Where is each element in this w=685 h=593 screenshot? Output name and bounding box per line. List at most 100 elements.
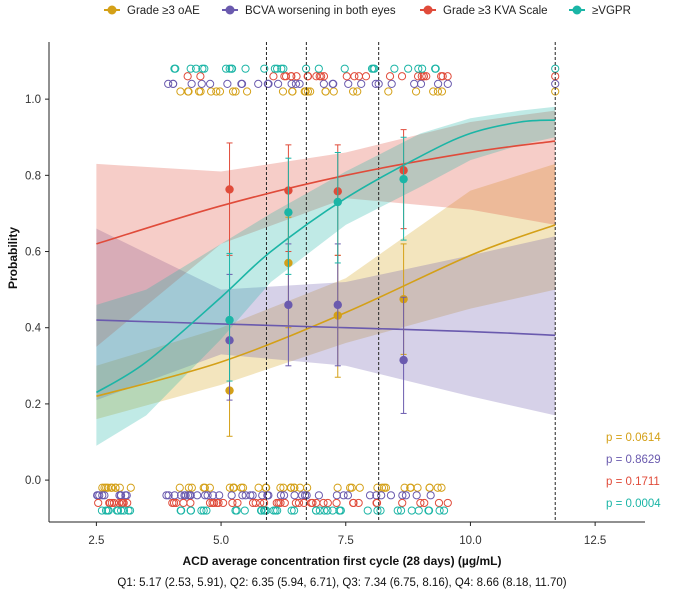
legend-label-vgpr: ≥VGPR <box>592 5 631 17</box>
rug-top-oae <box>349 87 358 96</box>
rug-bottom-vgpr <box>396 506 406 515</box>
rug-top-kva <box>438 72 447 81</box>
y-tick-label-5: 1.0 <box>25 94 41 106</box>
rug-bottom-bcva <box>339 491 348 500</box>
rug-top-bcva <box>187 79 196 89</box>
rug-top-kva <box>319 72 329 81</box>
rug-bottom-vgpr <box>439 506 449 515</box>
y-axis-title: Probability <box>6 227 20 289</box>
legend-label-kva: Grade ≥3 KVA Scale <box>443 5 548 17</box>
rug-top-oae <box>231 87 240 96</box>
rug-top-vgpr <box>279 64 288 73</box>
y-tick-label-0: 0.0 <box>25 475 41 487</box>
rug-bottom-oae <box>433 483 442 492</box>
rug-bottom-vgpr <box>177 506 186 515</box>
rug-top-vgpr <box>370 64 379 73</box>
rug-top-bcva <box>410 79 419 89</box>
rug-bottom-vgpr <box>315 506 324 515</box>
rug-top-bcva <box>434 79 443 89</box>
rug-top-vgpr <box>418 64 427 73</box>
rug-top-oae <box>242 87 252 96</box>
rug-bottom-oae <box>286 483 296 492</box>
rug-top-oae <box>212 87 221 96</box>
rug-bottom-kva <box>186 498 195 508</box>
rug-top-oae <box>288 87 297 96</box>
rug-top-oae <box>411 87 421 96</box>
rug-top-oae <box>228 87 238 96</box>
rug-top-kva <box>317 72 326 81</box>
rug-top-bcva <box>387 79 396 89</box>
x-tick-label-1: 5.0 <box>213 535 229 547</box>
rug-top-vgpr <box>367 64 377 73</box>
rug-top-vgpr <box>272 64 282 73</box>
rug-bottom-oae <box>238 483 248 492</box>
x-tick-label-3: 10.0 <box>459 535 481 547</box>
rug-bottom-kva <box>398 498 407 508</box>
rug-top-kva <box>385 72 395 81</box>
rug-bottom-bcva <box>314 491 323 500</box>
rug-top-kva <box>397 72 407 81</box>
rug-bottom-vgpr <box>414 506 423 515</box>
rug-bottom-kva <box>123 498 132 508</box>
rug-top-bcva <box>206 79 215 89</box>
rug-bottom-oae <box>225 483 234 492</box>
rug-bottom-vgpr <box>199 506 208 515</box>
rug-bottom-oae <box>303 483 312 492</box>
rug-top-oae <box>176 87 185 96</box>
rug-top-vgpr <box>414 64 423 73</box>
fit-line-bcva <box>96 319 556 337</box>
rug-bottom-vgpr <box>393 506 402 515</box>
rug-top-bcva <box>371 79 380 89</box>
rug-bottom-bcva <box>246 491 255 500</box>
rug-bottom-kva <box>291 498 301 508</box>
rug-top-kva <box>280 72 289 81</box>
legend-item-vgpr: ≥VGPR <box>569 5 631 17</box>
rug-bottom-bcva <box>258 491 267 500</box>
rug-bottom-vgpr <box>97 506 107 515</box>
legend-item-bcva: BCVA worsening in both eyes <box>222 5 396 17</box>
rug-top-kva <box>269 72 278 81</box>
rug-bottom-bcva <box>332 491 341 500</box>
rug-top-oae <box>215 87 225 96</box>
rug-top-vgpr <box>340 64 349 73</box>
rug-top-bcva <box>197 79 206 89</box>
rug-top-vgpr <box>277 64 286 73</box>
p-value-vgpr: p = 0.0004 <box>606 498 661 510</box>
rug-bottom-oae <box>205 483 214 492</box>
rug-bottom-vgpr <box>424 506 434 515</box>
rug-bottom-kva <box>319 498 328 508</box>
rug-top-vgpr <box>221 64 231 73</box>
y-tick-label-2: 0.4 <box>25 323 42 335</box>
rug-bottom-oae <box>380 483 389 492</box>
rug-bottom-kva <box>179 498 188 508</box>
rug-bottom-vgpr <box>116 506 126 515</box>
rug-points <box>93 64 560 515</box>
rug-top-vgpr <box>260 64 269 73</box>
rug-top-oae <box>300 87 309 96</box>
rug-bottom-vgpr <box>197 506 206 515</box>
fit-line-kva <box>96 140 556 245</box>
p-value-oae: p = 0.0614 <box>606 432 661 444</box>
rug-bottom-vgpr <box>186 506 195 515</box>
legend: Grade ≥3 oAE BCVA worsening in both eyes… <box>104 5 631 17</box>
rug-top-bcva <box>223 79 232 89</box>
rug-bottom-bcva <box>95 491 104 500</box>
x-tick-label-4: 12.5 <box>584 535 606 547</box>
x-axis-title: ACD average concentration first cycle (2… <box>182 554 501 568</box>
legend-marker-oae <box>107 5 117 15</box>
rug-bottom-vgpr <box>103 506 112 515</box>
rug-top-kva <box>292 72 301 81</box>
rug-bottom-bcva <box>203 491 212 500</box>
rug-bottom-kva <box>94 498 103 508</box>
rug-bottom-oae <box>261 483 270 492</box>
point-bcva-q3 <box>333 300 342 310</box>
rug-bottom-bcva <box>121 491 130 500</box>
rug-top-bcva <box>357 79 366 89</box>
rug-bottom-bcva <box>412 491 421 500</box>
fit-lines <box>95 119 556 398</box>
rug-top-oae <box>303 87 313 96</box>
rug-bottom-vgpr <box>257 506 266 515</box>
point-bcva-q2 <box>284 300 293 310</box>
rug-bottom-bcva <box>162 491 171 500</box>
rug-bottom-kva <box>434 498 444 508</box>
